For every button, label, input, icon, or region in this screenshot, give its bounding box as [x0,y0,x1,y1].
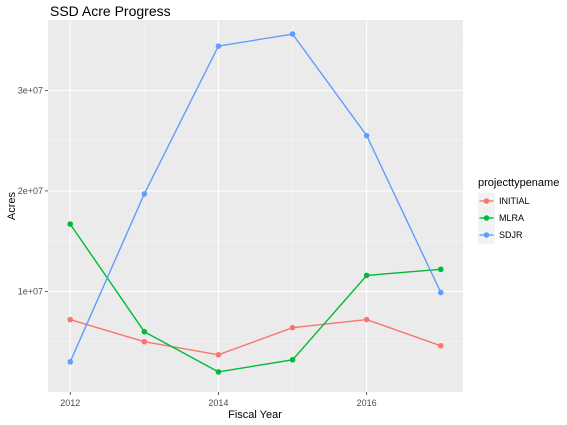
data-point-initial [437,342,444,349]
data-point-initial [141,338,148,345]
data-point-mlra [363,272,370,279]
y-tick-label: 1e+07 [18,286,43,296]
legend-point-mlra [483,215,490,221]
legend-title: projecttypename [478,177,559,189]
data-point-mlra [437,266,444,273]
data-point-sdjr [141,191,148,197]
data-point-initial [67,316,74,323]
data-point-sdjr [363,132,370,139]
legend: projecttypename INITIAL MLRA SDJR [478,177,559,244]
legend-label-initial: INITIAL [499,196,530,206]
data-point-sdjr [67,359,74,365]
y-tick-label: 3e+07 [18,85,43,95]
y-axis-title: Acres [6,191,18,220]
data-point-mlra [215,369,222,375]
legend-item-initial: INITIAL [478,193,530,210]
legend-label-sdjr: SDJR [499,230,523,240]
chart-title: SSD Acre Progress [50,3,171,19]
data-point-initial [215,352,222,358]
series-line-sdjr [69,33,442,363]
data-point-sdjr [437,289,444,296]
x-tick-label: 2012 [60,398,80,408]
series-line-mlra [69,223,441,373]
axis-ticks: 2012 2014 2016 1e+07 2e+07 3e+07 [18,85,377,408]
x-axis-title: Fiscal Year [228,409,282,421]
data-point-sdjr [215,43,222,49]
data-point-initial [363,316,370,323]
series-layer [67,31,444,375]
legend-point-initial [483,198,490,204]
data-point-mlra [67,221,74,227]
data-point-mlra [289,357,296,363]
legend-item-mlra: MLRA [478,210,524,227]
x-tick-label: 2016 [357,398,377,408]
y-tick-label: 2e+07 [18,186,43,196]
series-line-initial [69,318,442,356]
data-point-mlra [141,328,148,335]
data-point-sdjr [289,31,296,37]
data-point-initial [289,324,296,331]
legend-point-sdjr [483,232,490,238]
plot-panel [48,20,463,392]
legend-item-sdjr: SDJR [478,227,523,244]
legend-label-mlra: MLRA [499,213,524,223]
x-tick-label: 2014 [208,398,228,408]
